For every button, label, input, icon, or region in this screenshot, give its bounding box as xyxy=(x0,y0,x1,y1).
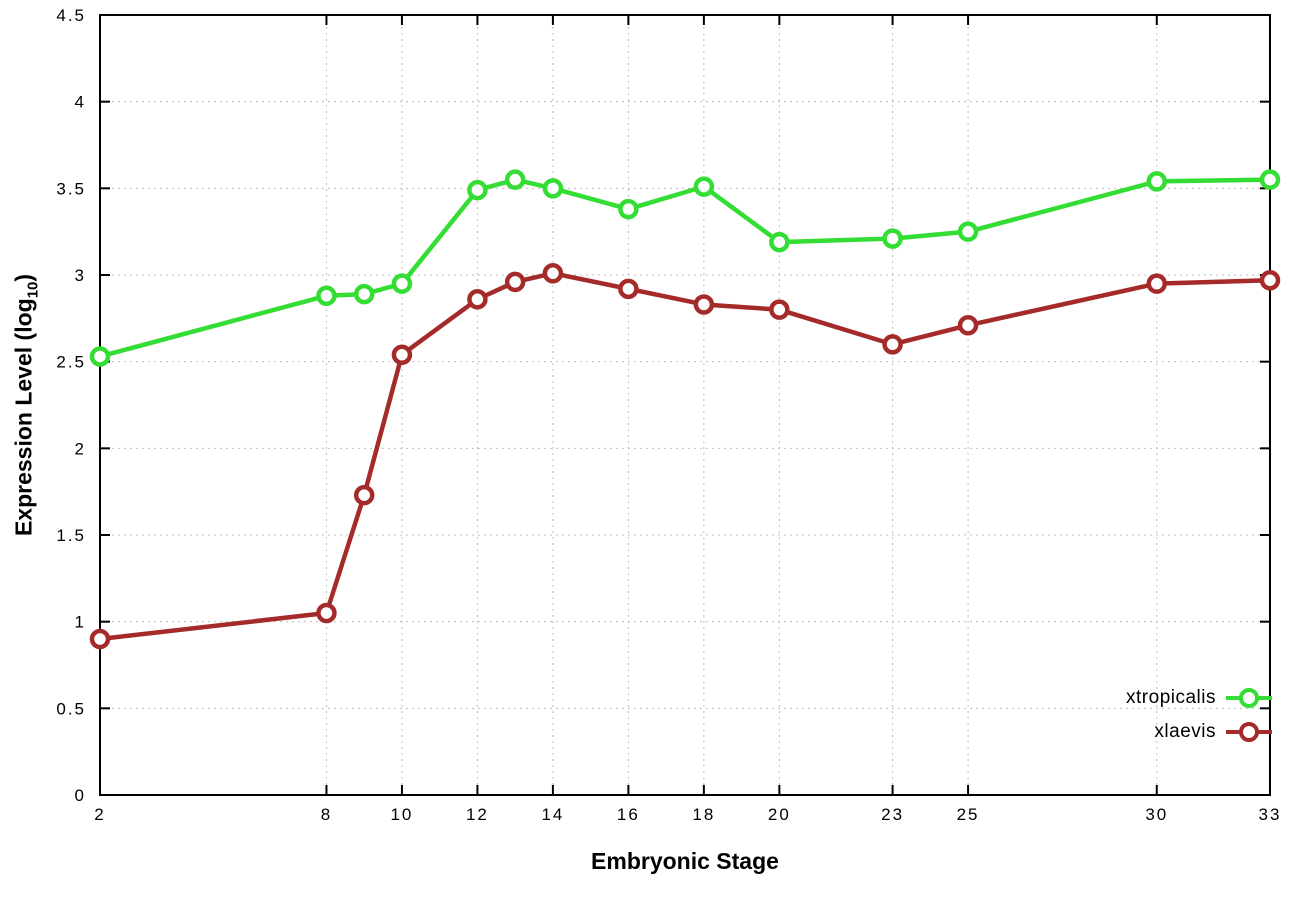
x-axis-title: Embryonic Stage xyxy=(591,848,779,874)
y-tick-label: 4 xyxy=(75,93,86,112)
legend: xtropicalis xlaevis xyxy=(1126,686,1272,744)
data-point-marker xyxy=(542,263,564,284)
legend-item-xlaevis: xlaevis xyxy=(1154,720,1272,744)
series xyxy=(89,169,1281,650)
data-point-marker xyxy=(618,278,639,300)
data-point-marker xyxy=(316,602,337,624)
series-xtropicalis xyxy=(89,169,1281,367)
x-tick-label: 20 xyxy=(768,805,791,824)
data-point-marker xyxy=(391,344,413,365)
x-tick-label: 18 xyxy=(692,805,715,824)
series-line xyxy=(97,177,1273,359)
legend-item-xtropicalis: xtropicalis xyxy=(1126,686,1272,710)
y-axis-title: Expression Level (log10) xyxy=(11,274,42,536)
data-point-marker xyxy=(467,179,488,201)
data-point-marker xyxy=(618,198,639,220)
y-tick-label: 1 xyxy=(75,613,86,632)
data-point-marker xyxy=(1146,171,1168,192)
data-point-marker xyxy=(353,283,375,305)
data-point-marker xyxy=(316,285,337,307)
x-tick-label: 23 xyxy=(881,805,904,824)
x-tick-label: 14 xyxy=(541,805,564,824)
x-tick-label: 16 xyxy=(617,805,640,824)
data-point-marker xyxy=(89,628,111,650)
data-point-marker xyxy=(1259,169,1281,190)
y-tick-label: 3 xyxy=(75,266,86,285)
x-tick-label: 25 xyxy=(957,805,980,824)
y-tick-label: 4.5 xyxy=(56,6,86,25)
x-tick-label: 30 xyxy=(1145,805,1168,824)
y-tick-label: 2 xyxy=(75,439,86,458)
y-axis-title-text: Expression Level (log xyxy=(10,298,37,537)
y-tick-label: 0.5 xyxy=(56,699,86,718)
data-point-marker xyxy=(957,315,979,336)
axes xyxy=(99,14,1271,796)
y-tick-label: 1.5 xyxy=(56,526,86,545)
data-point-marker xyxy=(1259,269,1281,291)
legend-label-xtropicalis: xtropicalis xyxy=(1126,687,1216,708)
tick-labels: 2 8 10 12 14 16 18 20 23 25 30 33 0 0.5 1 1.5 2 2.5 3 3.5 4 4… xyxy=(56,6,1282,824)
data-point-marker xyxy=(882,228,903,249)
y-tick-label: 2.5 xyxy=(56,353,86,372)
legend-label-xlaevis: xlaevis xyxy=(1154,721,1216,742)
data-point-marker xyxy=(957,221,979,242)
data-point-marker xyxy=(882,334,903,355)
y-tick-label: 0 xyxy=(75,786,86,805)
y-axis-title-subscript: 10 xyxy=(24,281,42,299)
x-tick-label: 33 xyxy=(1259,805,1282,824)
x-tick-label: 12 xyxy=(466,805,489,824)
x-tick-label: 10 xyxy=(390,805,413,824)
data-point-marker xyxy=(504,271,526,293)
y-tick-label: 3.5 xyxy=(56,179,86,198)
data-point-marker xyxy=(769,299,790,320)
y-axis-title-close: ) xyxy=(10,273,37,282)
data-point-marker xyxy=(391,273,413,294)
data-point-marker xyxy=(504,169,526,190)
data-point-marker xyxy=(542,178,564,199)
x-tick-label: 8 xyxy=(321,805,332,824)
data-point-marker xyxy=(769,231,790,253)
data-point-marker xyxy=(89,346,111,367)
series-xlaevis xyxy=(89,263,1281,650)
gridlines xyxy=(99,14,1271,796)
data-point-marker xyxy=(1146,273,1168,294)
x-tick-label: 2 xyxy=(94,805,105,824)
legend-marker-xtropicalis xyxy=(1226,688,1272,708)
data-point-marker xyxy=(467,289,488,310)
legend-marker-xlaevis xyxy=(1226,722,1272,742)
data-point-marker xyxy=(693,294,715,315)
data-point-marker xyxy=(353,484,375,506)
data-point-marker xyxy=(693,176,715,197)
series-line xyxy=(97,271,1273,642)
